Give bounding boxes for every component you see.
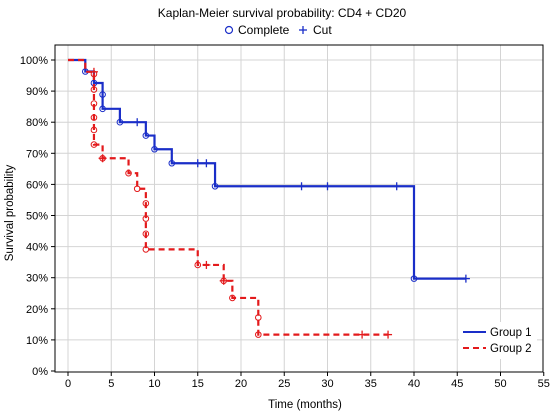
x-tick-label: 30 bbox=[321, 378, 333, 390]
complete-marker bbox=[90, 100, 98, 107]
survival-step-line bbox=[68, 58, 389, 336]
y-tick-label: 80% bbox=[26, 117, 48, 129]
x-tick-label: 35 bbox=[365, 378, 377, 390]
complete-marker bbox=[142, 132, 150, 139]
complete-marker bbox=[254, 314, 262, 321]
complete-marker bbox=[125, 169, 132, 177]
cut-marker bbox=[358, 330, 367, 339]
y-tick-label: 40% bbox=[26, 242, 48, 254]
complete-marker bbox=[142, 215, 150, 222]
complete-marker bbox=[410, 275, 418, 282]
y-tick-label: 50% bbox=[26, 211, 48, 223]
cut-marker bbox=[323, 182, 332, 191]
x-tick-label: 5 bbox=[108, 378, 114, 390]
legend-group-1-label: Group 1 bbox=[490, 327, 532, 339]
series-group-2 bbox=[68, 58, 393, 339]
cut-marker bbox=[461, 274, 470, 283]
x-axis-label: Time (months) bbox=[268, 399, 342, 411]
x-tick-label: 45 bbox=[451, 378, 463, 390]
complete-marker bbox=[168, 159, 176, 167]
cut-marker bbox=[89, 67, 98, 76]
series-legend-box bbox=[459, 322, 537, 359]
y-tick-label: 90% bbox=[26, 86, 48, 98]
complete-marker bbox=[151, 145, 158, 153]
x-tick-label: 10 bbox=[148, 378, 160, 390]
cut-marker bbox=[193, 159, 202, 168]
y-axis-label: Survival probability bbox=[4, 164, 16, 261]
complete-marker bbox=[99, 91, 106, 98]
cut-marker bbox=[384, 330, 393, 339]
complete-marker bbox=[99, 105, 106, 113]
axis-ticks: 0 5 10 15 20 25 30 35 40 45 50 55 0% 10% 20% 30% 40% 50% 6… bbox=[20, 55, 550, 390]
complete-marker bbox=[194, 261, 202, 269]
cut-marker bbox=[202, 260, 211, 269]
complete-marker bbox=[142, 200, 150, 207]
x-tick-label: 25 bbox=[278, 378, 290, 390]
y-tick-label: 100% bbox=[20, 55, 48, 67]
chart-title: Kaplan-Meier survival probability: CD4 +… bbox=[158, 6, 407, 20]
series-legend: Group 1 Group 2 bbox=[459, 322, 537, 359]
complete-marker bbox=[116, 118, 124, 126]
complete-marker bbox=[133, 185, 141, 193]
complete-marker bbox=[211, 182, 219, 190]
x-tick-label: 0 bbox=[65, 378, 71, 390]
x-tick-label: 40 bbox=[408, 378, 420, 390]
complete-marker bbox=[90, 126, 98, 134]
series-layer bbox=[68, 58, 470, 339]
plot-frame bbox=[54, 44, 544, 373]
y-tick-label: 0% bbox=[32, 366, 48, 378]
y-tick-label: 30% bbox=[26, 273, 48, 285]
complete-marker bbox=[90, 86, 98, 93]
legend-complete-label: Complete bbox=[238, 23, 290, 37]
cut-marker bbox=[297, 182, 306, 191]
complete-marker bbox=[142, 230, 150, 238]
complete-marker bbox=[90, 114, 98, 121]
legend-group-2-label: Group 2 bbox=[490, 343, 532, 355]
cut-marker bbox=[98, 154, 107, 163]
marker-legend: Complete Cut bbox=[224, 23, 332, 37]
y-tick-label: 70% bbox=[26, 148, 48, 160]
complete-marker bbox=[254, 331, 262, 338]
cut-marker bbox=[392, 182, 401, 191]
x-tick-label: 20 bbox=[235, 378, 247, 390]
complete-marker bbox=[229, 294, 236, 302]
survival-step-line bbox=[68, 58, 466, 280]
legend-cut-label: Cut bbox=[313, 23, 332, 37]
x-tick-label: 55 bbox=[538, 378, 550, 390]
legend-complete-marker-icon bbox=[224, 25, 234, 35]
x-tick-label: 15 bbox=[192, 378, 204, 390]
y-tick-label: 60% bbox=[26, 179, 48, 191]
complete-marker bbox=[90, 141, 98, 148]
y-tick-label: 20% bbox=[26, 304, 48, 316]
cut-marker bbox=[219, 276, 228, 285]
x-tick-label: 50 bbox=[494, 378, 506, 390]
cut-marker bbox=[202, 159, 211, 168]
legend-cut-marker-icon bbox=[299, 26, 307, 34]
complete-marker bbox=[142, 246, 150, 253]
y-tick-label: 10% bbox=[26, 335, 48, 347]
cut-marker bbox=[133, 118, 142, 127]
